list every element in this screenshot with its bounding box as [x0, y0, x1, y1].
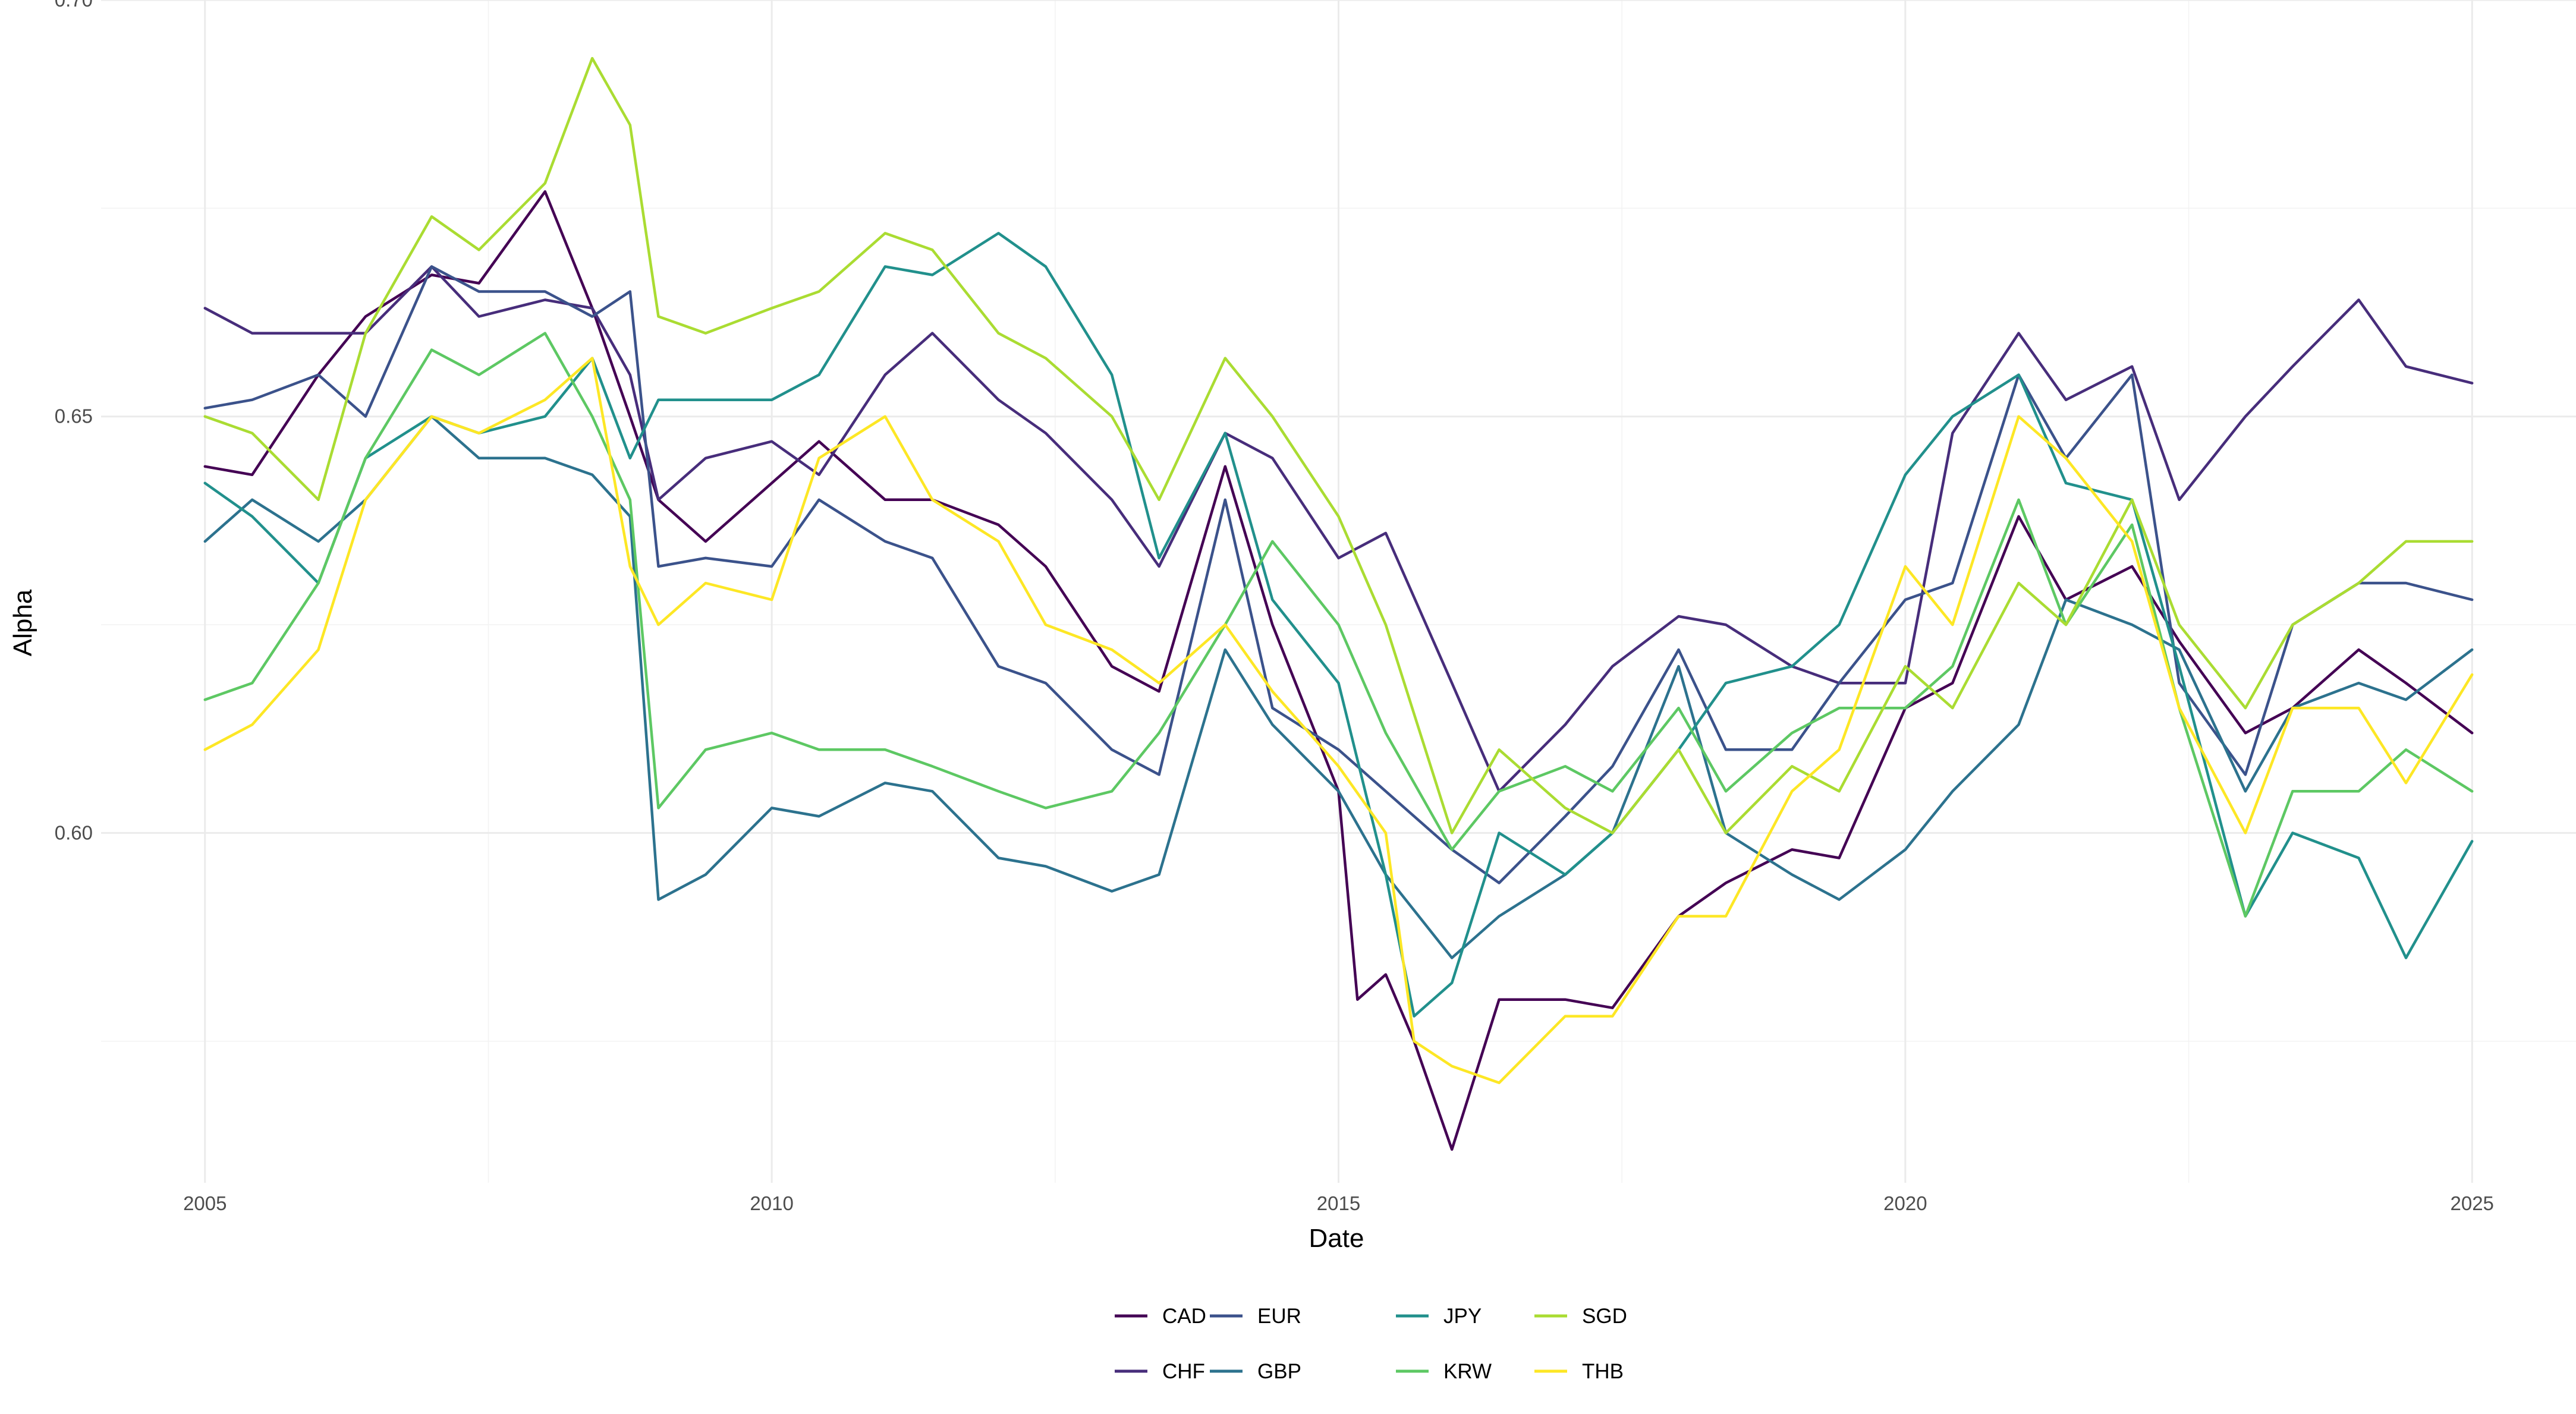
legend-item-thb: THB	[1534, 1360, 1624, 1383]
legend: CAD CHF EUR GBP JPY KRW SGD THB	[1115, 1305, 1627, 1383]
x-tick-label: 2020	[1883, 1192, 1927, 1214]
x-axis-tick-labels: 2005 2010 2015 2020 2025	[183, 1192, 2494, 1214]
legend-label: GBP	[1257, 1360, 1301, 1383]
legend-item-krw: KRW	[1396, 1360, 1492, 1383]
x-axis-title: Date	[1309, 1224, 1364, 1253]
legend-item-eur: EUR	[1210, 1305, 1301, 1328]
x-tick-label: 2010	[750, 1192, 793, 1214]
legend-label: THB	[1582, 1360, 1624, 1383]
series-lines	[203, 56, 2474, 1151]
series-line-thb	[203, 357, 2474, 1085]
legend-item-chf: CHF	[1115, 1360, 1205, 1383]
legend-label: CAD	[1162, 1305, 1206, 1328]
y-tick-label: 0.70	[55, 0, 93, 11]
y-axis-tick-labels: 0.60 0.65 0.70	[55, 0, 93, 843]
x-tick-label: 2025	[2451, 1192, 2494, 1214]
legend-item-gbp: GBP	[1210, 1360, 1301, 1383]
legend-item-sgd: SGD	[1534, 1305, 1627, 1328]
legend-label: EUR	[1257, 1305, 1301, 1328]
y-axis-title: Alpha	[8, 589, 37, 656]
legend-label: CHF	[1162, 1360, 1205, 1383]
y-tick-label: 0.60	[55, 821, 93, 843]
x-tick-label: 2005	[183, 1192, 227, 1214]
series-line-cad	[203, 190, 2474, 1151]
series-line-sgd	[203, 56, 2474, 834]
y-tick-label: 0.65	[55, 405, 93, 427]
series-line-krw	[203, 332, 2474, 918]
legend-item-jpy: JPY	[1396, 1305, 1482, 1328]
legend-item-cad: CAD	[1115, 1305, 1206, 1328]
series-line-chf	[203, 265, 2474, 793]
legend-label: SGD	[1582, 1305, 1627, 1328]
legend-label: KRW	[1443, 1360, 1492, 1383]
x-tick-label: 2015	[1317, 1192, 1360, 1214]
legend-label: JPY	[1443, 1305, 1482, 1328]
